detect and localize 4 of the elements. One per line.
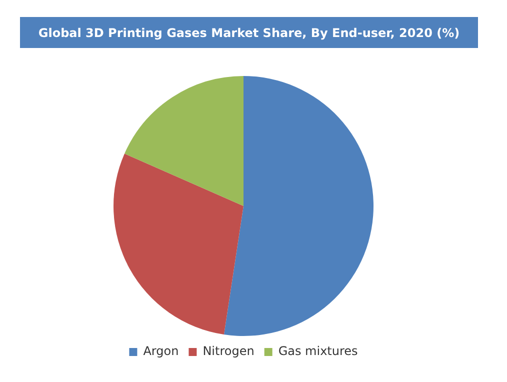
legend-label: Argon <box>143 344 179 358</box>
legend-label: Nitrogen <box>202 344 254 358</box>
chart-title: Global 3D Printing Gases Market Share, By End-user, 2020 (%) <box>20 17 478 48</box>
legend-label: Gas mixtures <box>278 344 358 358</box>
